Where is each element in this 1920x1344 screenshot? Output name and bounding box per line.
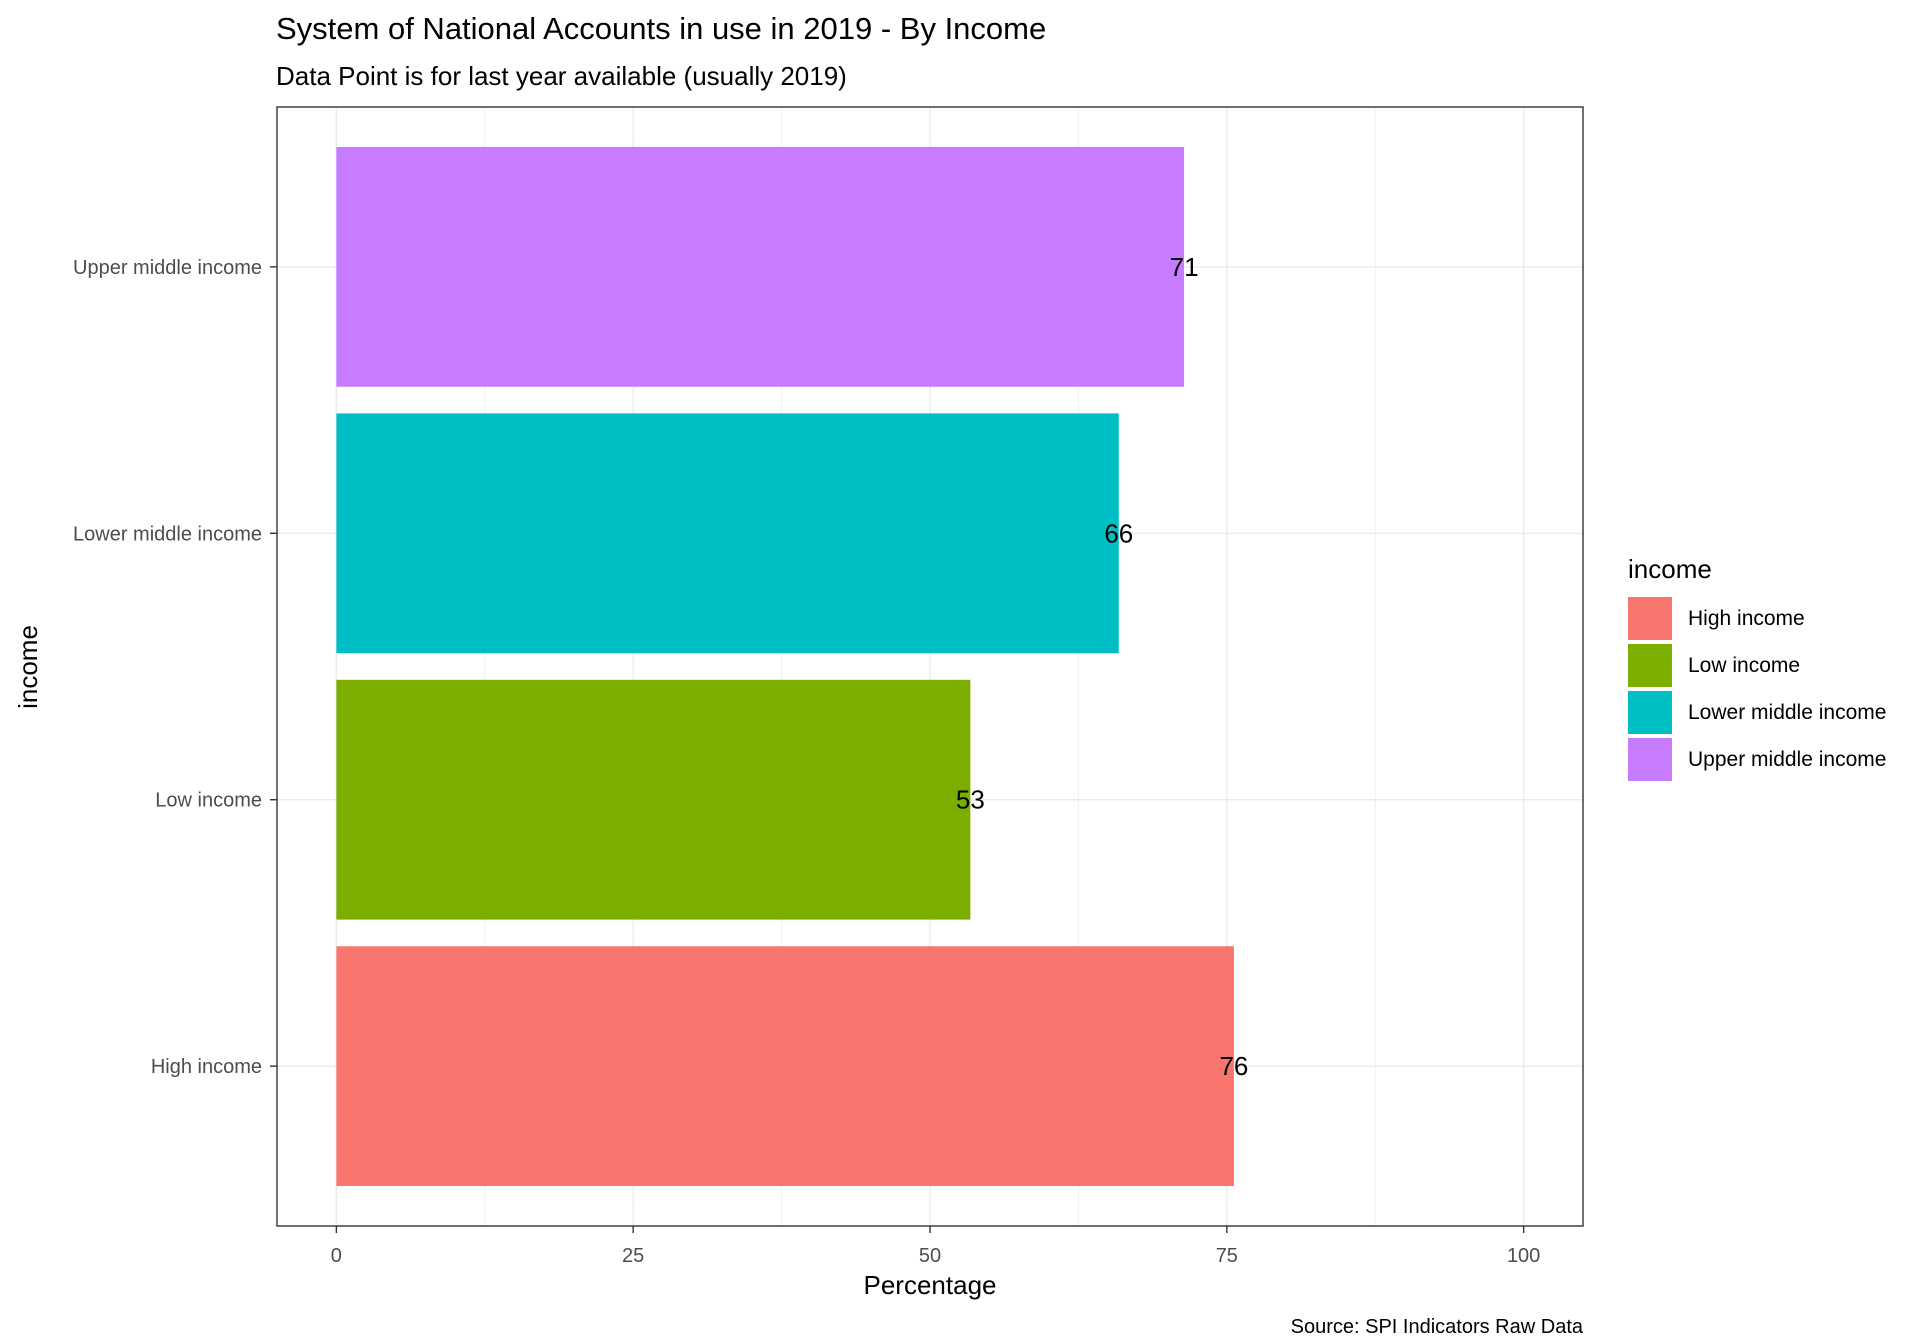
bars [336, 146, 1234, 1187]
legend-swatch [1628, 597, 1672, 640]
x-tick-label: 100 [1507, 1245, 1540, 1267]
bar-labels: 76 53 66 71 [956, 252, 1248, 1081]
y-tick-label: High income [151, 1056, 262, 1078]
x-axis-title: Percentage [864, 1270, 997, 1300]
legend: income High income Low income Lower middle… [1628, 554, 1886, 781]
legend-title: income [1628, 554, 1712, 584]
x-tick-label: 50 [919, 1245, 941, 1267]
bar-value-label: 53 [956, 785, 985, 815]
y-tick-label: Low income [155, 790, 262, 812]
x-tick-label: 25 [622, 1245, 644, 1267]
bar-value-label: 66 [1104, 518, 1133, 548]
bar [336, 413, 1119, 654]
chart-title: System of National Accounts in use in 20… [276, 11, 1046, 46]
bar [336, 146, 1185, 387]
legend-items: High income Low income Lower middle income… [1628, 597, 1886, 781]
y-tick-label: Lower middle income [73, 523, 262, 545]
legend-swatch [1628, 644, 1672, 687]
legend-swatch [1628, 691, 1672, 734]
bar-value-label: 71 [1170, 252, 1199, 282]
y-axis: High income Low income Lower middle income… [73, 257, 277, 1078]
chart-caption: Source: SPI Indicators Raw Data [1291, 1316, 1584, 1338]
legend-label: High income [1688, 607, 1805, 630]
bar [336, 946, 1234, 1187]
bar-value-label: 76 [1219, 1051, 1248, 1081]
y-axis-title: income [13, 625, 43, 709]
x-axis: 0 25 50 75 100 [331, 1226, 1540, 1267]
legend-label: Lower middle income [1688, 701, 1886, 724]
legend-swatch [1628, 738, 1672, 781]
chart-subtitle: Data Point is for last year available (u… [276, 61, 847, 91]
legend-label: Upper middle income [1688, 748, 1886, 771]
x-tick-label: 75 [1216, 1245, 1238, 1267]
legend-label: Low income [1688, 654, 1800, 677]
y-tick-label: Upper middle income [73, 257, 262, 279]
bar [336, 679, 971, 920]
x-tick-label: 0 [331, 1245, 342, 1267]
